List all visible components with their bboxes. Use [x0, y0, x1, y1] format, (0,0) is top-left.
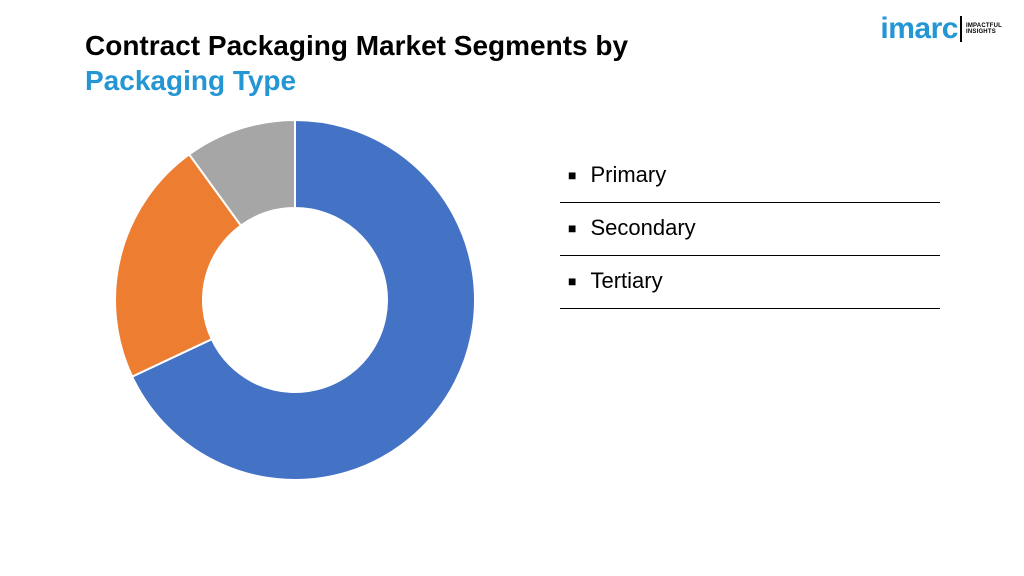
- legend-label: Secondary: [590, 215, 695, 241]
- legend-label: Primary: [590, 162, 666, 188]
- square-bullet-icon: ■: [568, 274, 576, 288]
- legend-label: Tertiary: [590, 268, 662, 294]
- logo-tag-line1: IMPACTFUL: [966, 23, 1002, 29]
- logo-tagline: IMPACTFUL INSIGHTS: [966, 23, 1002, 36]
- legend-item-tertiary: ■ Tertiary: [560, 256, 940, 309]
- square-bullet-icon: ■: [568, 221, 576, 235]
- donut-chart: [105, 110, 485, 490]
- page-root: imarc IMPACTFUL INSIGHTS Contract Packag…: [0, 0, 1024, 576]
- title-accent: Packaging Type: [85, 65, 296, 96]
- donut-hole: [203, 208, 387, 392]
- legend: ■ Primary ■ Secondary ■ Tertiary: [560, 150, 940, 309]
- logo-tag-line2: INSIGHTS: [966, 29, 996, 35]
- square-bullet-icon: ■: [568, 168, 576, 182]
- legend-item-secondary: ■ Secondary: [560, 203, 940, 256]
- title-prefix: Contract Packaging Market Segments by: [85, 30, 628, 61]
- chart-title: Contract Packaging Market Segments by Pa…: [85, 28, 735, 98]
- brand-logo: imarc IMPACTFUL INSIGHTS: [880, 12, 1002, 46]
- logo-word: imarc: [880, 12, 958, 46]
- donut-svg: [105, 110, 485, 490]
- legend-item-primary: ■ Primary: [560, 150, 940, 203]
- logo-divider: [960, 16, 962, 42]
